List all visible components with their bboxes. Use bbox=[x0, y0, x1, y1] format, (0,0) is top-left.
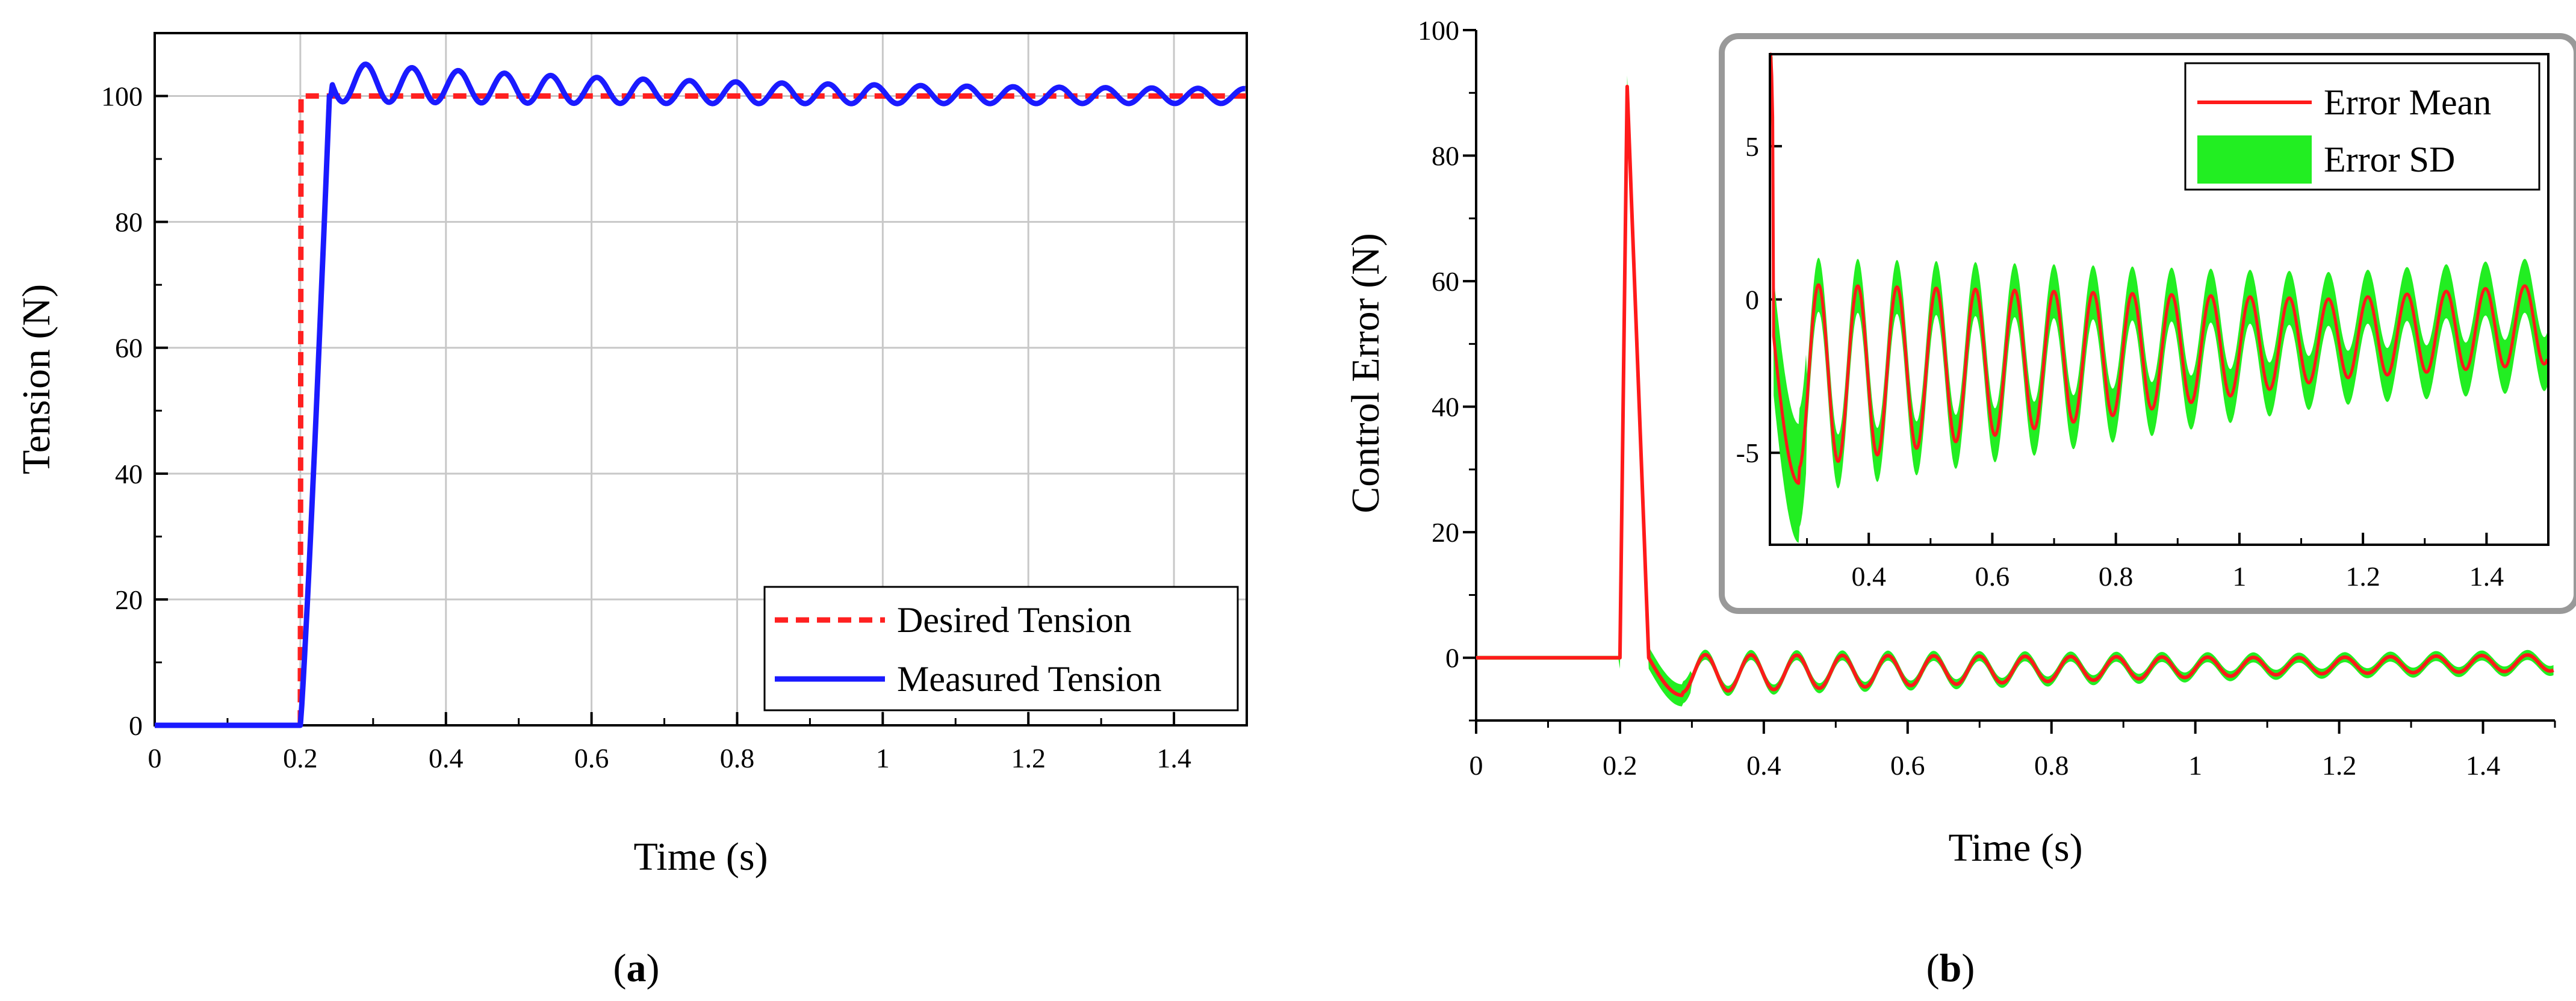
panel-b-inset: 0.4 0.6 0.8 1 1.2 1.4 -5 0 5 Error Mean Error SD bbox=[1719, 33, 2576, 614]
panel-b-ticks: 0 0.2 0.4 0.6 0.8 1 1.2 1.4 0 20 40 60 80 100 bbox=[1418, 15, 2556, 781]
panel-b-series bbox=[1476, 75, 2554, 707]
panel-a-series bbox=[153, 61, 1247, 728]
legend-label-measured-tension: Measured Tension bbox=[897, 659, 1162, 699]
panel-b-y-tick-label: 0 bbox=[1445, 643, 1459, 674]
panel-a-chart: 0 0.2 0.4 0.6 0.8 1 1.2 1.4 0 20 40 60 80 100 Time (s… bbox=[14, 32, 1248, 990]
inset-x-tick-label: 0.8 bbox=[2099, 561, 2134, 592]
panel-b-caption: (b) bbox=[1926, 946, 1975, 990]
panel-a-y-tick-label: 20 bbox=[115, 584, 143, 615]
panel-a-x-tick-label: 0.6 bbox=[574, 743, 609, 773]
panel-a-y-tick-label: 60 bbox=[115, 333, 143, 364]
panel-a-x-tick-label: 0.4 bbox=[429, 743, 464, 773]
inset-series bbox=[1769, 52, 2549, 543]
series-error-mean bbox=[1476, 84, 2554, 698]
panel-a-x-tick-label: 1.4 bbox=[1156, 743, 1191, 773]
panel-b-x-tick-label: 0.2 bbox=[1603, 750, 1637, 781]
panel-b-y-tick-label: 80 bbox=[1432, 141, 1459, 172]
inset-x-tick-label: 0.6 bbox=[1975, 561, 2010, 592]
panel-a-ticks: 0 0.2 0.4 0.6 0.8 1 1.2 1.4 0 20 40 60 80 100 bbox=[101, 81, 1248, 773]
legend-label-desired-tension: Desired Tension bbox=[897, 600, 1132, 640]
panel-b-chart: 0 0.2 0.4 0.6 0.8 1 1.2 1.4 0 20 40 60 80 100 Time (s… bbox=[1344, 15, 2576, 990]
legend-label-error-mean: Error Mean bbox=[2324, 82, 2491, 122]
panel-b-x-tick-label: 1.4 bbox=[2466, 750, 2501, 781]
panel-a-y-tick-label: 80 bbox=[115, 207, 143, 238]
panel-b-y-tick-label: 60 bbox=[1432, 266, 1459, 297]
panel-a-y-tick-label: 100 bbox=[101, 81, 143, 112]
legend-label-error-sd: Error SD bbox=[2324, 140, 2455, 179]
panel-a-y-tick-label: 0 bbox=[129, 710, 143, 741]
panel-b-y-tick-label: 100 bbox=[1418, 15, 1459, 46]
inset-x-tick-label: 0.4 bbox=[1851, 561, 1886, 592]
panel-a-plot-frame bbox=[154, 32, 1248, 727]
panel-a-y-axis-title: Tension (N) bbox=[14, 284, 58, 474]
panel-b-x-axis-title: Time (s) bbox=[1948, 826, 2082, 870]
inset-y-tick-label: -5 bbox=[1736, 438, 1759, 468]
panel-a-legend: Desired Tension Measured Tension bbox=[763, 586, 1239, 711]
panel-a-y-tick-label: 40 bbox=[115, 459, 143, 489]
panel-a-x-tick-label: 0.2 bbox=[283, 743, 318, 773]
panel-b-y-tick-label: 20 bbox=[1432, 517, 1459, 548]
inset-error-mean bbox=[1769, 52, 2549, 485]
inset-plot-frame bbox=[1769, 53, 2550, 546]
inset-x-tick-label: 1.2 bbox=[2345, 561, 2380, 592]
series-measured-tension bbox=[153, 61, 1247, 728]
panel-a-legend-box bbox=[763, 586, 1239, 711]
panel-a-caption: (a) bbox=[613, 946, 660, 990]
panel-b-x-tick-label: 0.4 bbox=[1746, 750, 1781, 781]
panel-b-y-tick-label: 40 bbox=[1432, 392, 1459, 423]
panel-b-axes bbox=[1475, 30, 2555, 722]
panel-a-caption-letter: a bbox=[627, 946, 647, 990]
panel-a-x-tick-label: 0.8 bbox=[720, 743, 755, 773]
panel-b-x-tick-label: 1 bbox=[2188, 750, 2202, 781]
panel-b-x-tick-label: 0.6 bbox=[1890, 750, 1925, 781]
inset-x-tick-label: 1 bbox=[2232, 561, 2246, 592]
inset-y-tick-label: 5 bbox=[1745, 131, 1759, 162]
panel-b-x-tick-label: 0.8 bbox=[2034, 750, 2069, 781]
panel-b-y-axis-title: Control Error (N) bbox=[1344, 233, 1388, 513]
inset-ticks: 0.4 0.6 0.8 1 1.2 1.4 -5 0 5 bbox=[1736, 131, 2550, 592]
inset-x-tick-label: 1.4 bbox=[2469, 561, 2504, 592]
inset-y-tick-label: 0 bbox=[1745, 285, 1759, 315]
legend-swatch-error-sd bbox=[2197, 135, 2312, 184]
panel-a-x-axis-title: Time (s) bbox=[633, 835, 768, 879]
panel-b-x-tick-label: 1.2 bbox=[2322, 750, 2357, 781]
inset-legend: Error Mean Error SD bbox=[2184, 62, 2540, 191]
panel-a-x-tick-label: 0 bbox=[148, 743, 162, 773]
panel-b-x-tick-label: 0 bbox=[1470, 750, 1483, 781]
panel-a-x-tick-label: 1.2 bbox=[1011, 743, 1046, 773]
panel-b-caption-letter: b bbox=[1940, 946, 1962, 990]
panel-a-x-tick-label: 1 bbox=[876, 743, 890, 773]
